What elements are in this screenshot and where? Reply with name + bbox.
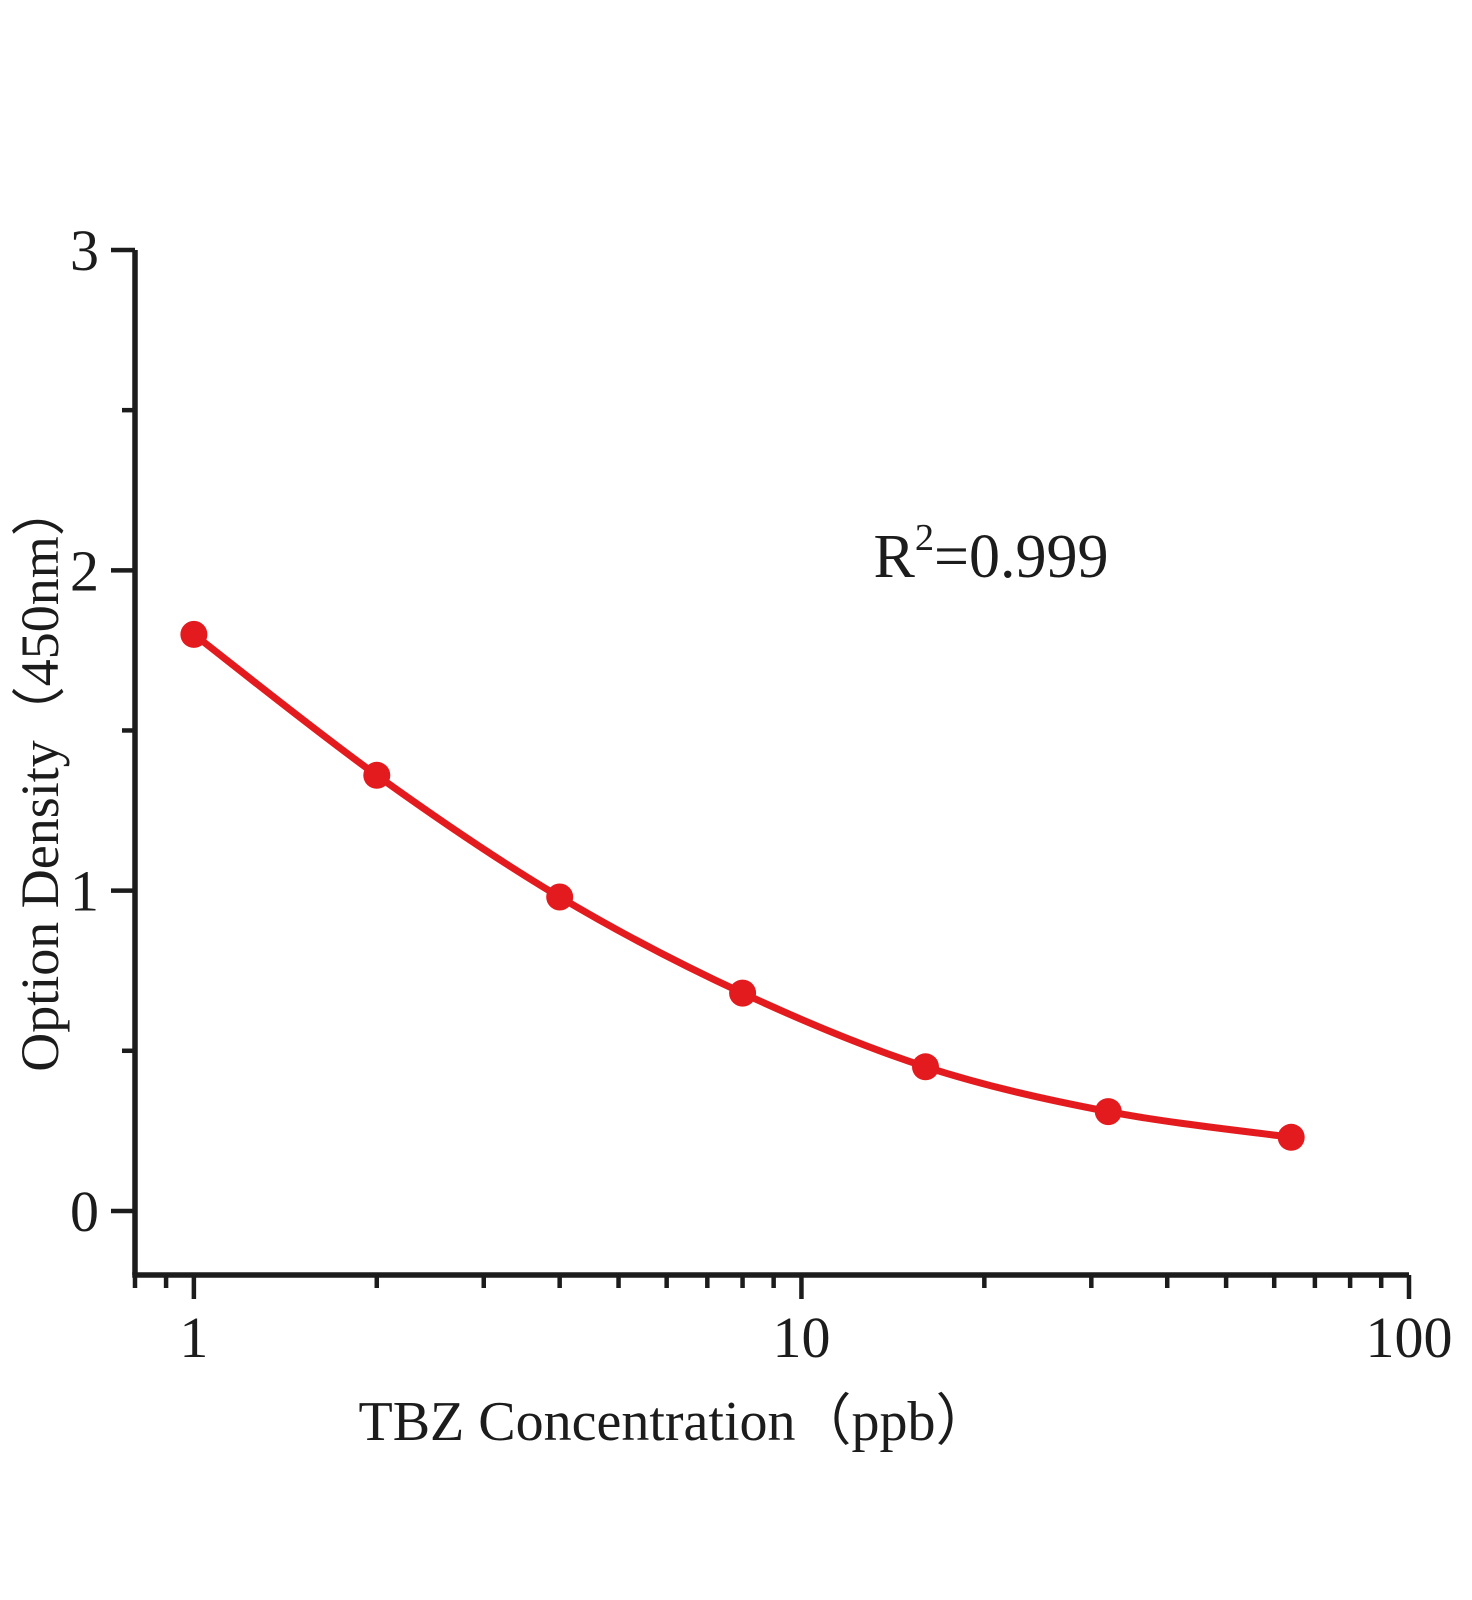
data-point-marker	[729, 979, 757, 1007]
x-tick-label: 1	[179, 1305, 208, 1370]
x-axis-title: TBZ Concentration（ppb）	[358, 1391, 992, 1453]
r-squared-annotation: R2=0.999	[873, 518, 1109, 591]
data-point-marker	[1094, 1098, 1122, 1126]
y-tick-label: 1	[70, 859, 99, 924]
series-fit-line	[190, 630, 1295, 1141]
x-tick-label: 10	[772, 1305, 830, 1370]
data-point-marker	[912, 1053, 939, 1081]
y-tick-label: 3	[70, 218, 99, 283]
y-tick-label: 2	[70, 538, 99, 603]
data-point-marker	[1277, 1123, 1305, 1151]
data-point-marker	[546, 883, 574, 911]
data-point-marker	[363, 761, 391, 789]
r-squared-value: =0.999	[934, 523, 1109, 591]
r-squared-exponent: 2	[914, 516, 935, 559]
y-axis-title: Option Density（450nm）	[10, 482, 70, 1072]
r-squared-base: R	[873, 523, 915, 591]
x-tick-label: 100	[1366, 1305, 1453, 1370]
y-tick-label: 0	[70, 1179, 99, 1244]
data-point-marker	[180, 620, 208, 648]
